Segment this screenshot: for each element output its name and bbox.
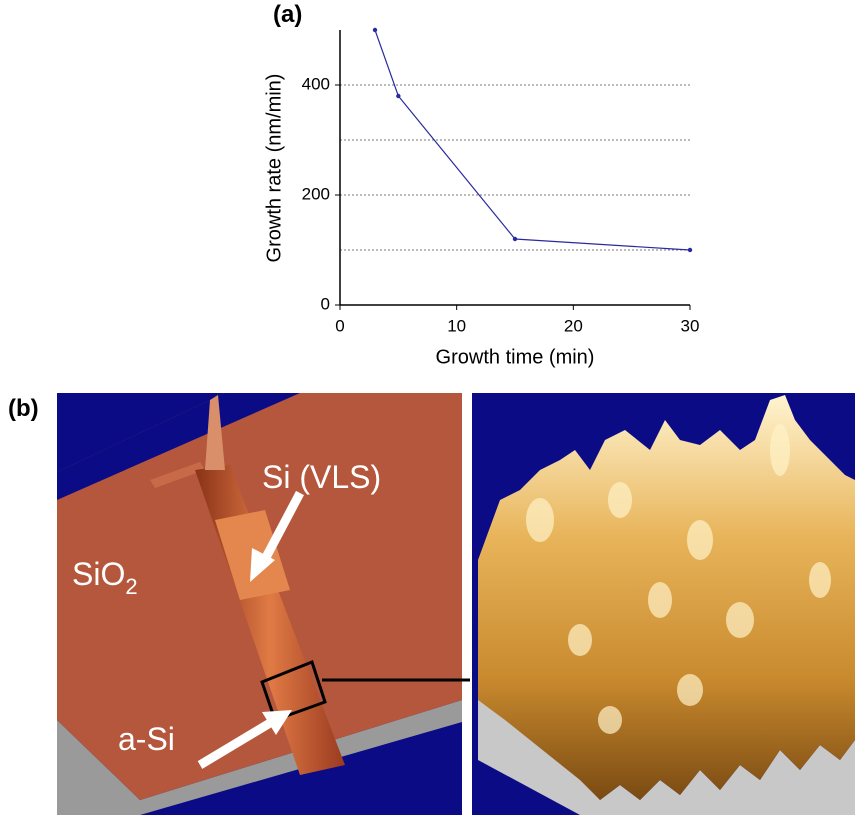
chart-a: (a) Growth rate (nm/min) Growth time (mi… [263,1,699,368]
panel-label: (b) [8,395,39,422]
annotation: a-Si [118,721,175,757]
data-point [372,27,378,33]
ridge [150,462,205,488]
y-tick-label: 200 [302,184,330,203]
arrow [197,716,278,769]
chart-title: (a) [273,1,302,28]
substrate-side [57,700,462,815]
data-point [396,93,401,99]
panel-b: (b) Si (VLS) SiO2 a-Si [8,393,855,815]
y-tick-label: 0 [321,294,330,313]
annotation: SiO2 [72,556,138,599]
annotation-text: SiO [72,556,125,592]
x-tick-label: 20 [564,316,583,335]
selection-box [260,660,327,722]
y-tick-label: 400 [302,74,330,93]
y-axis-label: Growth rate (nm/min) [263,74,285,263]
arrowhead [250,548,275,582]
peak [205,395,225,470]
data-point [687,247,693,253]
annotation: Si (VLS) [262,459,381,495]
x-axis-label: Growth time (min) [436,346,595,368]
annotation-subscript: 2 [125,574,137,599]
background-corner [57,393,300,500]
arrow [258,490,304,568]
arrowhead [262,710,292,735]
surface-highlights [526,424,831,734]
x-tick-label: 10 [447,316,466,335]
x-tick-label: 30 [681,316,700,335]
data-line [374,29,691,251]
x-tick-label: 0 [335,316,344,335]
data-point [512,236,518,242]
